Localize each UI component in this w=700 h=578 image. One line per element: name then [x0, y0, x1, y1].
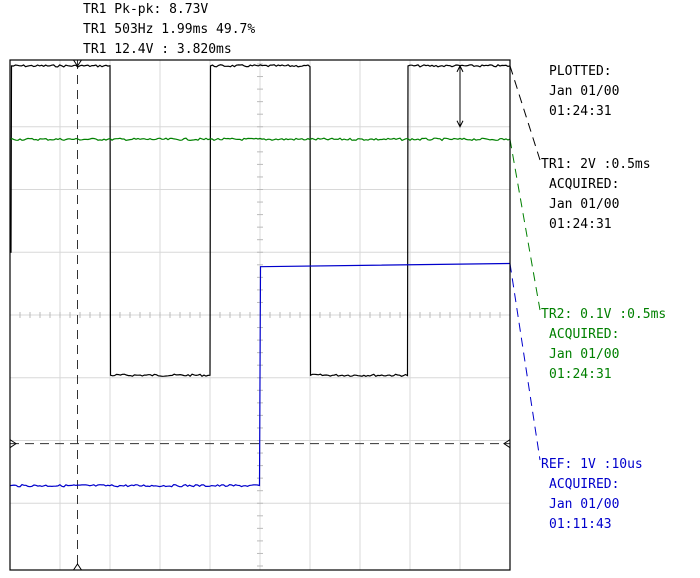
amplitude-marker-arrow [456, 120, 464, 128]
vertical-cursor-bottom-marker [72, 563, 83, 571]
ref-status: ACQUIRED: [549, 477, 620, 492]
tr2-status: ACQUIRED: [549, 327, 620, 342]
plotted-time: 01:24:31 [549, 104, 612, 119]
plot-border [9, 59, 511, 571]
ref-leader-line [509, 263, 541, 461]
tr1-date: Jan 01/00 [549, 197, 620, 212]
measurement-line-3: TR1 12.4V : 3.820ms [83, 42, 232, 57]
tr1-status: ACQUIRED: [549, 177, 620, 192]
measurement-line-1: TR1 Pk-pk: 8.73V [83, 2, 209, 17]
ref-time: 01:11:43 [549, 517, 612, 532]
trace-tr2 [9, 137, 511, 142]
tr2-date: Jan 01/00 [549, 347, 620, 362]
ref-scale: REF: 1V :10us [541, 457, 643, 472]
tr2-time: 01:24:31 [549, 367, 612, 382]
trace-ref [9, 262, 511, 488]
tr1-scale: TR1: 2V :0.5ms [541, 157, 651, 172]
plotted-date: Jan 01/00 [549, 84, 620, 99]
tr2-scale: TR2: 0.1V :0.5ms [541, 307, 667, 322]
measurement-line-2: TR1 503Hz 1.99ms 49.7% [83, 22, 256, 37]
trace-leader-lines [509, 65, 541, 461]
ref-date: Jan 01/00 [549, 497, 620, 512]
traces [9, 64, 511, 488]
tr1-time: 01:24:31 [549, 217, 612, 232]
tr1-leader-line [509, 65, 541, 161]
plotted-label: PLOTTED: [549, 64, 612, 79]
trace-tr1 [9, 64, 511, 378]
tr2-leader-line [509, 139, 541, 311]
